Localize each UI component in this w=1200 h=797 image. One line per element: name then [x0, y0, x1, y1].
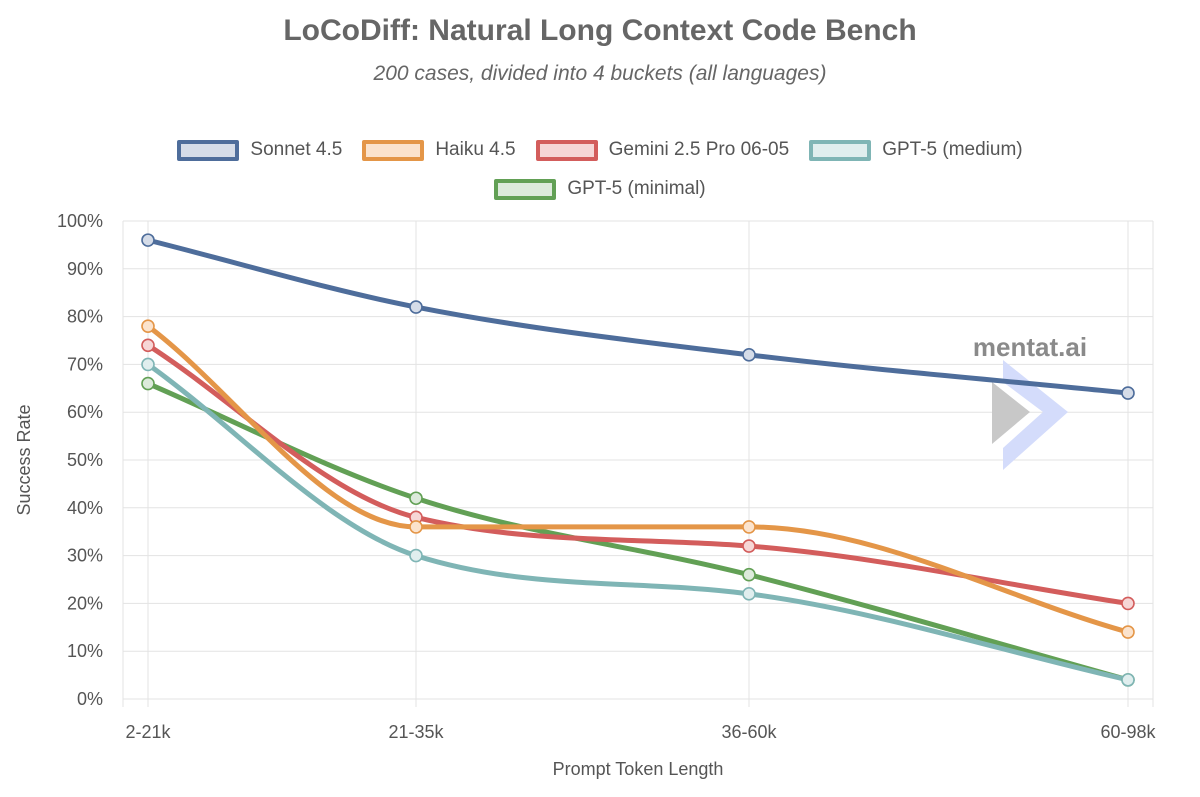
legend-label-gpt-5-minimal: GPT-5 (minimal) [567, 178, 706, 199]
data-point-gemini-2-5-pro-06-05[interactable] [141, 338, 155, 353]
legend-swatch-gpt-5-medium [809, 139, 872, 161]
data-point-haiku-4-5[interactable] [1121, 625, 1135, 639]
watermark-text: mentat.ai [973, 332, 1087, 362]
legend-swatch-haiku-4-5 [362, 139, 425, 161]
legend-label-sonnet-4-5: Sonnet 4.5 [250, 139, 343, 160]
watermark-chevron-gray-icon [992, 382, 1030, 444]
data-point-sonnet-4-5[interactable] [409, 300, 423, 314]
data-point-gemini-2-5-pro-06-05[interactable] [742, 539, 756, 553]
data-point-gpt-5-minimal[interactable] [141, 376, 155, 391]
chart-subtitle: 200 cases, divided into 4 buckets (all l… [373, 62, 827, 85]
y-tick-label: 10% [67, 641, 103, 661]
data-point-gpt-5-medium[interactable] [1121, 673, 1135, 687]
data-point-haiku-4-5[interactable] [409, 520, 423, 534]
x-tick-label: 60-98k [1100, 722, 1156, 742]
data-point-sonnet-4-5[interactable] [1121, 386, 1135, 400]
y-tick-label: 60% [67, 402, 103, 422]
mentat-watermark: mentat.ai [973, 332, 1087, 470]
data-point-sonnet-4-5[interactable] [742, 348, 756, 362]
x-axis-ticks: 2-21k 21-35k 36-60k 60-98k [125, 722, 1156, 742]
grid [122, 220, 1154, 707]
series-line-gpt-5-medium [145, 361, 1131, 683]
series-line-gemini-2-5-pro-06-05 [145, 342, 1131, 606]
legend-row-2: GPT-5 (minimal) [0, 178, 1200, 200]
legend-label-haiku-4-5: Haiku 4.5 [435, 139, 516, 160]
y-tick-label: 80% [67, 307, 103, 327]
y-tick-label: 40% [67, 498, 103, 518]
legend-swatch-sonnet-4-5 [177, 139, 240, 161]
legend-item-gpt-5-medium[interactable]: GPT-5 (medium) [809, 139, 1023, 161]
series-points [141, 233, 1135, 687]
data-point-haiku-4-5[interactable] [141, 319, 155, 333]
y-tick-label: 0% [77, 689, 103, 709]
data-point-gpt-5-medium[interactable] [742, 587, 756, 601]
legend-swatch-gpt-5-minimal [494, 178, 557, 200]
series-line-haiku-4-5 [145, 323, 1131, 635]
y-axis-ticks: 0% 10% 20% 30% 40% 50% 60% 70% 80% 90% 100% [57, 211, 103, 709]
data-point-gemini-2-5-pro-06-05[interactable] [1121, 596, 1135, 611]
y-tick-label: 90% [67, 259, 103, 279]
data-point-gpt-5-minimal[interactable] [409, 491, 423, 506]
y-tick-label: 100% [57, 211, 103, 231]
x-tick-label: 2-21k [125, 722, 171, 742]
legend-label-gpt-5-medium: GPT-5 (medium) [882, 139, 1023, 160]
data-point-sonnet-4-5[interactable] [141, 233, 155, 247]
legend-label-gemini-2-5-pro: Gemini 2.5 Pro 06-05 [608, 139, 790, 160]
legend-swatch-gemini-2-5-pro [535, 139, 598, 161]
y-tick-label: 30% [67, 546, 103, 566]
legend-item-haiku-4-5[interactable]: Haiku 4.5 [362, 139, 516, 161]
series-line-sonnet-4-5 [145, 237, 1131, 396]
series-line-gpt-5-minimal [145, 381, 1131, 683]
y-tick-label: 20% [67, 593, 103, 613]
legend-item-gpt-5-minimal[interactable]: GPT-5 (minimal) [494, 178, 706, 200]
data-point-haiku-4-5[interactable] [742, 520, 756, 534]
x-axis-title: Prompt Token Length [553, 759, 724, 779]
chart-title: LoCoDiff: Natural Long Context Code Benc… [283, 14, 917, 47]
series-lines [145, 237, 1131, 683]
data-point-gpt-5-medium[interactable] [141, 357, 155, 372]
data-point-gpt-5-medium[interactable] [409, 548, 423, 563]
y-tick-label: 70% [67, 354, 103, 374]
y-axis-title: Success Rate [14, 404, 34, 515]
legend-item-sonnet-4-5[interactable]: Sonnet 4.5 [177, 139, 342, 161]
data-point-gpt-5-minimal[interactable] [742, 567, 756, 582]
x-tick-label: 36-60k [721, 722, 777, 742]
x-tick-label: 21-35k [388, 722, 444, 742]
watermark-chevron-blue-icon [1003, 360, 1068, 470]
y-tick-label: 50% [67, 450, 103, 470]
legend-item-gemini-2-5-pro[interactable]: Gemini 2.5 Pro 06-05 [535, 139, 790, 161]
legend-row-1: Sonnet 4.5 Haiku 4.5 Gemini 2.5 Pro 06-0… [0, 139, 1200, 161]
